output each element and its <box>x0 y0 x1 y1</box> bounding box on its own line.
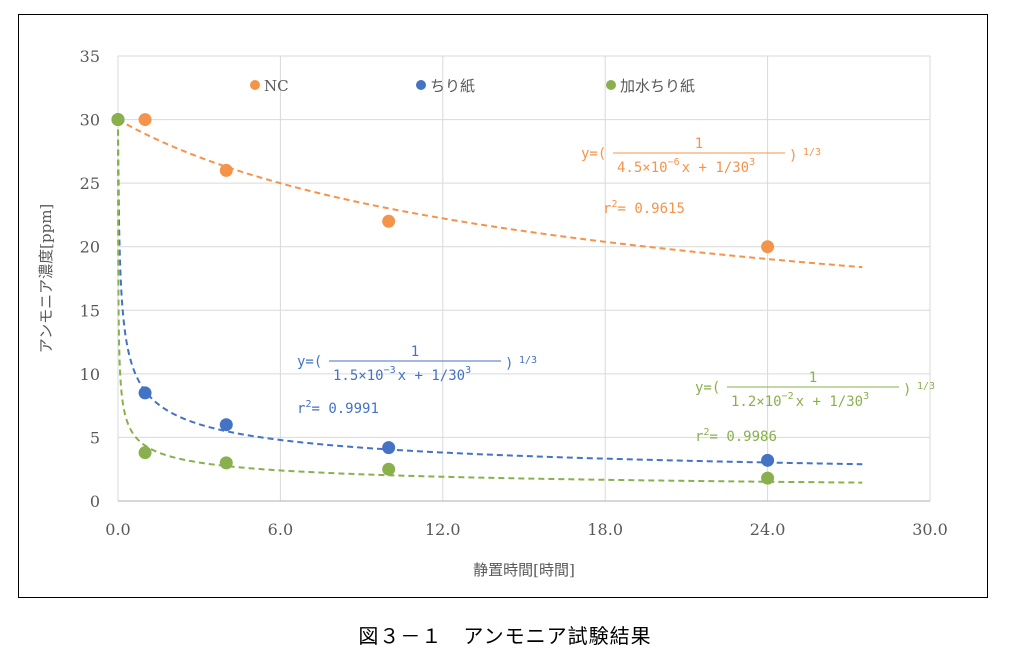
data-point <box>219 163 233 177</box>
y-tick-label: 30 <box>80 111 100 130</box>
chart-frame: 0 5 10 15 20 25 30 35 0.0 6.0 12.0 18.0 24.0 30.0 静置時間… <box>18 14 988 598</box>
trendline <box>117 119 863 484</box>
r-squared-label: r2= 0.9986 <box>695 427 777 445</box>
y-axis-title: アンモニア濃度[ppm] <box>37 204 55 354</box>
legend-marker <box>606 80 616 90</box>
data-point <box>219 418 233 432</box>
figure-caption: 図３－１ アンモニア試験結果 <box>358 624 652 648</box>
r-squared-label: r2= 0.9991 <box>297 399 379 417</box>
data-point <box>382 462 396 476</box>
x-tick-label: 30.0 <box>912 520 948 539</box>
data-point <box>219 456 233 470</box>
x-tick-label: 0.0 <box>105 520 130 539</box>
data-point <box>761 240 775 254</box>
data-point <box>761 471 775 485</box>
equation-suffix: ) <box>903 382 911 398</box>
legend-marker <box>416 80 426 90</box>
x-tick-label: 6.0 <box>268 520 293 539</box>
equation-denominator: 1.2×10−2 x + 1/303 <box>731 391 869 410</box>
y-tick-label: 25 <box>80 174 100 193</box>
equation-power: 1/3 <box>519 355 537 366</box>
equation-denominator: 1.5×10−3 x + 1/303 <box>333 365 471 384</box>
data-point <box>138 386 152 400</box>
data-point <box>138 446 152 460</box>
data-point <box>382 441 396 455</box>
equation-power: 1/3 <box>803 147 821 158</box>
equation-denominator: 4.5×10−6 x + 1/303 <box>617 157 755 176</box>
trendline <box>117 118 863 269</box>
y-tick-label: 10 <box>80 365 100 384</box>
x-axis-title: 静置時間[時間] <box>473 561 575 579</box>
equation-prefix: y=( <box>695 380 720 396</box>
y-tick-label: 15 <box>80 301 100 320</box>
data-point <box>111 113 125 127</box>
equation-suffix: ) <box>789 148 797 164</box>
equation-numerator: 1 <box>411 344 419 360</box>
x-tick-label: 24.0 <box>750 520 786 539</box>
y-tick-label: 35 <box>80 47 100 66</box>
y-tick-label: 0 <box>90 492 100 511</box>
y-tick-label: 20 <box>80 238 100 257</box>
x-tick-label: 12.0 <box>425 520 461 539</box>
trendline <box>117 119 863 466</box>
equation-power: 1/3 <box>917 381 935 392</box>
equation-numerator: 1 <box>695 136 703 152</box>
chart-canvas: 0 5 10 15 20 25 30 35 0.0 6.0 12.0 18.0 24.0 30.0 静置時間… <box>37 47 948 579</box>
legend-marker <box>250 80 260 90</box>
data-point <box>138 113 152 127</box>
equation-suffix: ) <box>505 356 513 372</box>
equation-prefix: y=( <box>581 146 606 162</box>
data-point <box>761 453 775 467</box>
y-tick-label: 5 <box>90 428 100 447</box>
legend-label: 加水ちり紙 <box>620 77 695 95</box>
r-squared-label: r2= 0.9615 <box>603 199 685 217</box>
equation-prefix: y=( <box>297 354 322 370</box>
x-tick-label: 18.0 <box>587 520 623 539</box>
legend-label: NC <box>264 77 289 95</box>
legend-label: ちり紙 <box>430 77 475 95</box>
equation-numerator: 1 <box>809 370 817 386</box>
data-point <box>382 214 396 228</box>
